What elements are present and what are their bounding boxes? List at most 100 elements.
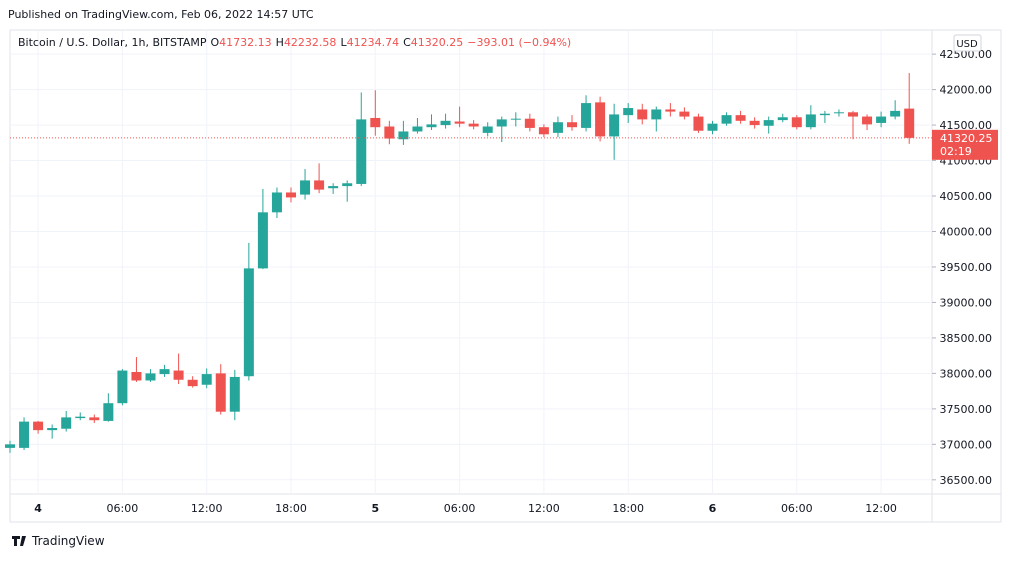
candle-body [833, 112, 844, 114]
x-tick-label: 12:00 [865, 502, 897, 515]
candle-body [384, 126, 395, 139]
logo-text: TradingView [31, 534, 105, 548]
candle-body [33, 421, 44, 431]
candles [5, 73, 915, 453]
x-tick-label: 06:00 [107, 502, 139, 515]
candle-body [791, 117, 802, 128]
candle-body [286, 192, 296, 198]
change-label: −393.01 (−0.94%) [467, 36, 571, 49]
candle-body [707, 123, 718, 131]
candle-body [412, 126, 423, 132]
candle-body [61, 417, 72, 429]
y-tick-label: 37500.00 [940, 403, 993, 416]
candle-body [440, 120, 451, 126]
candle-body [468, 123, 479, 127]
candle-body [300, 180, 311, 195]
candle-body [426, 124, 437, 128]
candle-body [271, 192, 282, 213]
candle-body [243, 268, 254, 377]
candle-body [131, 371, 142, 381]
candle-body [581, 103, 592, 128]
x-tick-label: 5 [371, 502, 379, 515]
candle-body [721, 115, 732, 124]
candle-body [552, 122, 563, 133]
candle-body [159, 369, 170, 375]
y-tick-label: 38000.00 [940, 367, 993, 380]
y-tick-label: 40500.00 [940, 190, 993, 203]
candle-body [5, 444, 15, 448]
ohlc-value: 42232.58 [284, 36, 337, 49]
grid: 36500.00 37000.00 37500.00 38000.00 38500.00… [10, 30, 992, 515]
x-tick-label: 4 [34, 502, 42, 515]
candle-body [735, 115, 746, 121]
candle-body [651, 109, 662, 120]
candle-body [623, 108, 634, 116]
candle-body [595, 102, 606, 137]
countdown: 02:19 [940, 145, 972, 158]
candle-body [370, 117, 381, 128]
candle-body [482, 126, 493, 133]
ohlc-value: 41234.74 [347, 36, 400, 49]
candle-body [145, 373, 156, 381]
published-note: Published on TradingView.com, Feb 06, 20… [8, 8, 314, 21]
candle-body [496, 119, 507, 127]
price-tag [932, 129, 998, 160]
candle-body [819, 113, 830, 116]
candle-body [173, 370, 184, 380]
candle-body [665, 109, 676, 112]
chart-frame [9, 29, 1002, 523]
candle-body [215, 373, 226, 412]
y-tick-label: 36500.00 [940, 474, 993, 487]
price-tag-label: 41320.25 [940, 132, 993, 145]
candle-body [524, 118, 535, 128]
candle-body [538, 127, 549, 135]
y-tick-label: 37000.00 [940, 438, 993, 451]
candle-body [637, 109, 648, 120]
x-tick-label: 6 [709, 502, 717, 515]
candle-body [117, 370, 128, 404]
candle-body [876, 116, 887, 123]
candle-body [862, 116, 873, 125]
candle-body [763, 120, 774, 126]
logo-icon [12, 536, 26, 546]
x-tick-label: 12:00 [191, 502, 223, 515]
candle-body [356, 119, 367, 184]
candle-body [314, 180, 325, 190]
logo: TradingView [12, 534, 105, 548]
y-tick-label: 39500.00 [940, 261, 993, 274]
candle-body [187, 379, 198, 387]
candle-body [75, 416, 86, 419]
y-tick-label: 42000.00 [940, 84, 993, 97]
ohlc-key: H [276, 36, 284, 49]
y-tick-label: 38500.00 [940, 332, 993, 345]
currency-box[interactable] [953, 34, 982, 52]
candle-body [749, 120, 760, 126]
candle-body [257, 212, 268, 269]
candle-body [904, 108, 915, 138]
candle-body [103, 403, 114, 421]
y-tick-label: 39000.00 [940, 296, 993, 309]
y-tick-label: 41500.00 [940, 119, 993, 132]
ohlc-value: 41732.13 [219, 36, 272, 49]
candle-body [47, 428, 58, 431]
candle-body [342, 183, 353, 187]
ohlc-value: 41320.25 [411, 36, 464, 49]
candle-body [201, 374, 212, 385]
candle-body [679, 111, 690, 117]
candle-body [89, 417, 100, 421]
candle-body [454, 121, 465, 124]
ohlc-legend: O41732.13 H42232.58 L41234.74 C41320.25 −393… [210, 36, 571, 49]
candle-body [890, 110, 901, 117]
currency: USD [956, 39, 978, 50]
candle-body [328, 186, 339, 189]
x-tick-label: 06:00 [444, 502, 476, 515]
ohlc-key: C [403, 36, 411, 49]
candle-body [19, 421, 30, 448]
candle-body [693, 116, 704, 131]
candle-body [777, 117, 788, 121]
x-tick-label: 18:00 [612, 502, 644, 515]
ohlc-key: L [340, 36, 347, 49]
